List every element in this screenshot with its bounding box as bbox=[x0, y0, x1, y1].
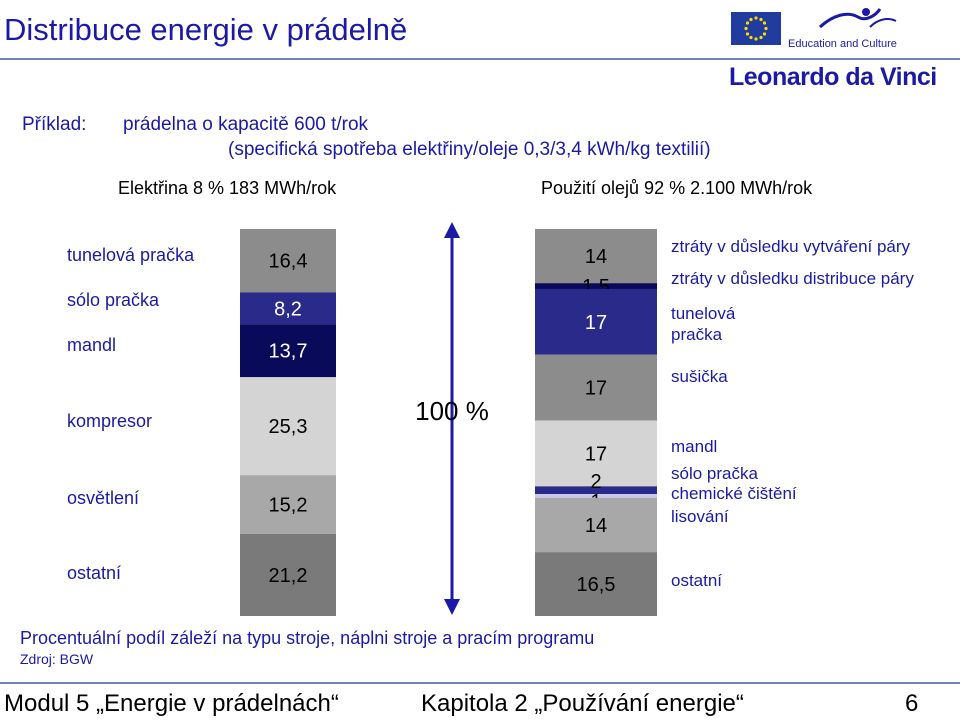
oil-value-label-4: 17 bbox=[585, 443, 607, 465]
elec-value-label-3: 25,3 bbox=[269, 416, 308, 438]
oil-segment-5 bbox=[535, 486, 657, 495]
footnote: Procentuální podíl záleží na typu stroje… bbox=[20, 628, 595, 648]
right-label-ostatni: ostatní bbox=[671, 571, 723, 590]
elec-segment-0 bbox=[240, 229, 336, 293]
total-percent-label: 100 % bbox=[415, 396, 489, 426]
oil-value-label-0: 14 bbox=[585, 246, 607, 268]
right-label-mandl: mandl bbox=[671, 437, 718, 456]
elec-segment-4 bbox=[240, 475, 336, 534]
footer-divider bbox=[0, 682, 960, 684]
electricity-bar: 16,4 8,2 13,7 25,3 15,2 21,2 bbox=[240, 229, 336, 616]
electricity-header: Elektřina 8 % 183 MWh/rok bbox=[118, 178, 337, 198]
logo-education-culture: Education and Culture bbox=[788, 38, 897, 50]
title-divider bbox=[0, 58, 960, 60]
oil-bar: 141,5171717211416,5 bbox=[535, 229, 657, 616]
right-label-chemicke-cisteni: chemické čištění bbox=[671, 484, 797, 503]
page-title: Distribuce energie v prádelně bbox=[4, 12, 408, 47]
right-label-ztraty-vytvareni: ztráty v důsledku vytváření páry bbox=[671, 237, 911, 256]
elec-value-label-0: 16,4 bbox=[269, 251, 308, 273]
example-line-1: prádelna o kapacitě 600 t/rok bbox=[123, 114, 369, 135]
oil-segment-4 bbox=[535, 420, 657, 487]
left-label-solo-pracka: sólo pračka bbox=[67, 290, 160, 310]
leonardo-swoosh-icon bbox=[818, 5, 898, 38]
eu-flag-icon bbox=[731, 12, 781, 45]
elec-segment-5 bbox=[240, 533, 336, 616]
logo-leonardo-da-vinci: Leonardo da Vinci bbox=[729, 63, 937, 91]
oil-value-label-7: 14 bbox=[585, 515, 607, 537]
elec-value-label-1: 8,2 bbox=[274, 298, 302, 320]
oil-value-label-5: 2 bbox=[590, 471, 601, 493]
oil-value-label-8: 16,5 bbox=[577, 574, 616, 596]
oil-segment-2 bbox=[535, 288, 657, 355]
oil-header: Použití olejů 92 % 2.100 MWh/rok bbox=[541, 178, 813, 198]
oil-value-label-3: 17 bbox=[585, 378, 607, 400]
oil-segment-6 bbox=[535, 494, 657, 498]
right-label-tunelova-pracka: tunelová pračka bbox=[671, 304, 736, 344]
elec-value-label-4: 15,2 bbox=[269, 495, 308, 517]
right-label-solo-pracka: sólo pračka bbox=[671, 464, 758, 483]
footer-module: Modul 5 „Energie v prádelnách“ bbox=[4, 690, 339, 717]
oil-segment-8 bbox=[535, 552, 657, 616]
left-label-osvetleni: osvětlení bbox=[67, 488, 140, 508]
elec-value-label-2: 13,7 bbox=[269, 341, 308, 363]
total-bracket bbox=[444, 222, 460, 615]
oil-segment-1 bbox=[535, 283, 657, 289]
source-note: Zdroj: BGW bbox=[20, 651, 94, 667]
left-label-tunelova-pracka: tunelová pračka bbox=[67, 245, 195, 265]
example-label: Příklad: bbox=[22, 114, 87, 135]
right-label-susicka: sušička bbox=[671, 367, 728, 386]
left-label-mandl: mandl bbox=[67, 335, 117, 355]
elec-segment-1 bbox=[240, 292, 336, 325]
footer-chapter: Kapitola 2 „Používání energie“ bbox=[421, 690, 744, 717]
example-line-2: (specifická spotřeba elektřiny/oleje 0,3… bbox=[228, 139, 711, 160]
oil-segment-0 bbox=[535, 229, 657, 284]
left-label-kompresor: kompresor bbox=[67, 411, 153, 431]
elec-value-label-5: 21,2 bbox=[269, 565, 308, 587]
right-label-ztraty-distribuce: ztráty v důsledku distribuce páry bbox=[671, 269, 914, 288]
left-label-ostatni: ostatní bbox=[67, 563, 122, 583]
oil-segment-7 bbox=[535, 497, 657, 553]
oil-value-label-2: 17 bbox=[585, 312, 607, 334]
elec-segment-3 bbox=[240, 377, 336, 476]
elec-segment-2 bbox=[240, 324, 336, 378]
right-label-lisovani: lisování bbox=[671, 507, 729, 526]
oil-segment-3 bbox=[535, 354, 657, 421]
footer-page-number: 6 bbox=[905, 690, 919, 717]
